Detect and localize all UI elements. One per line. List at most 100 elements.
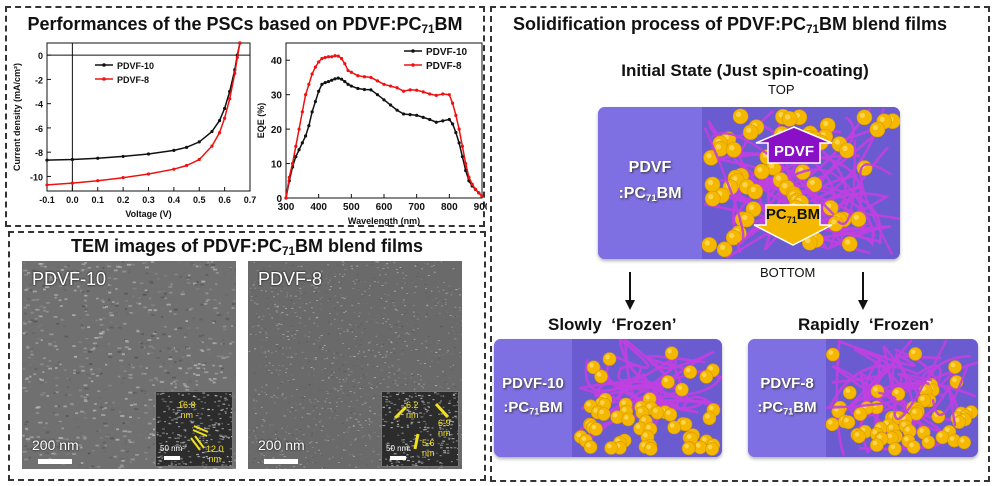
blend-morphology <box>825 339 978 457</box>
data-point <box>323 81 327 85</box>
scale-bar <box>38 459 72 464</box>
data-point <box>402 89 406 93</box>
fullerene-sphere <box>935 430 950 445</box>
data-point <box>428 92 432 96</box>
arrow-down-icon <box>858 272 868 310</box>
fullerene-sphere <box>906 440 921 454</box>
x-tick-label: 500 <box>343 202 360 213</box>
fullerene-sphere <box>732 108 749 125</box>
data-point <box>402 112 406 116</box>
scale-bar-label: 200 nm <box>32 437 79 453</box>
lattice-markers <box>393 402 450 450</box>
tem-inset: 16.8 nm 12.0 nm 50 nm <box>155 391 233 467</box>
legend-label: PDVF-10 <box>117 61 154 71</box>
series-line-pdvf-10 <box>286 77 482 198</box>
data-point <box>467 175 471 179</box>
legend-marker <box>102 77 106 81</box>
data-point <box>313 65 317 69</box>
fullerene-sphere <box>825 417 840 432</box>
fullerene-sphere <box>716 241 733 258</box>
fullerene-sphere <box>621 412 636 427</box>
initial-state-label: Initial State (Just spin-coating) <box>621 61 869 80</box>
y-tick-label: -10 <box>30 172 43 182</box>
x-tick-label: 800 <box>441 202 458 213</box>
fullerene-sphere <box>870 438 884 452</box>
x-tick-label: 300 <box>278 202 295 213</box>
polymer-chain <box>831 364 952 451</box>
scale-bar <box>264 459 298 464</box>
fullerene-sphere <box>675 382 689 397</box>
data-point <box>294 144 298 148</box>
data-point <box>210 129 214 134</box>
fullerene-sphere <box>604 441 618 455</box>
fullerene-sphere <box>594 369 608 384</box>
inset-texture <box>382 392 458 466</box>
data-point <box>464 161 468 166</box>
fullerene-sphere <box>610 410 624 424</box>
data-point <box>146 152 151 156</box>
fullerene-sphere <box>643 442 658 456</box>
fullerene-sphere <box>678 417 693 432</box>
data-point <box>421 90 425 94</box>
data-point <box>421 115 425 119</box>
data-point <box>235 55 239 60</box>
data-point <box>477 191 481 195</box>
data-point <box>339 56 344 61</box>
top-label: TOP <box>768 82 795 97</box>
x-tick-label: 600 <box>376 202 393 213</box>
data-point <box>307 124 311 128</box>
rapidly-frozen-label: Rapidly ‘Frozen’ <box>798 315 935 334</box>
fullerene-sphere <box>681 441 696 456</box>
data-point <box>451 122 455 126</box>
polymer-chain <box>896 372 932 386</box>
data-point <box>356 86 360 91</box>
pdvf-arrow-label: PDVF <box>773 143 814 160</box>
arrow-down-icon <box>625 272 635 310</box>
fullerene-sphere <box>702 411 717 426</box>
blend-graphic <box>825 339 978 456</box>
data-point <box>441 92 445 96</box>
y-tick-label: 20 <box>271 125 283 136</box>
data-point <box>415 113 419 117</box>
data-point <box>210 144 214 148</box>
fullerene-sphere <box>667 420 681 435</box>
performance-title: Performances of the PSCs based on PDVF:P… <box>27 14 463 36</box>
blend-graphic <box>701 108 900 259</box>
scale-bar-label: 200 nm <box>258 437 305 453</box>
fullerene-sphere <box>957 435 971 450</box>
x-tick-label: 400 <box>310 202 327 213</box>
data-point <box>197 140 201 144</box>
legend-label: PDVF-8 <box>117 75 149 85</box>
data-point <box>470 182 474 186</box>
x-tick-label: 0.4 <box>168 195 181 205</box>
data-point <box>300 141 304 145</box>
legend-label: PDVF-10 <box>426 47 468 58</box>
fullerene-sphere <box>839 142 855 159</box>
fullerene-sphere <box>661 375 675 389</box>
data-point <box>447 93 451 97</box>
solidification-title: Solidification process of PDVF:PC71BM bl… <box>512 14 948 36</box>
data-point <box>307 82 311 86</box>
data-point <box>375 79 380 83</box>
data-point <box>375 93 380 97</box>
data-point <box>415 88 419 92</box>
data-point <box>326 79 331 84</box>
data-point <box>197 157 201 162</box>
data-point <box>336 76 340 80</box>
data-point <box>388 103 393 107</box>
slowly-frozen-label: Slowly ‘Frozen’ <box>548 315 677 334</box>
data-point <box>310 110 314 114</box>
data-point <box>339 77 344 81</box>
data-point <box>333 77 337 81</box>
tem-panel: TEM images of PDVF:PC71BM blend films PD… <box>8 231 486 481</box>
x-tick-label: 0.6 <box>218 195 231 205</box>
data-point <box>284 196 288 200</box>
data-point <box>447 117 451 122</box>
data-point <box>300 110 304 114</box>
fullerene-sphere <box>726 141 742 158</box>
data-point <box>320 56 324 61</box>
polymer-chain <box>826 391 897 410</box>
legend-marker <box>411 49 415 53</box>
tem-inset: 6.2 nm 6.9 nm 5.6 nm 50 nm <box>381 391 459 467</box>
data-point <box>70 157 74 162</box>
